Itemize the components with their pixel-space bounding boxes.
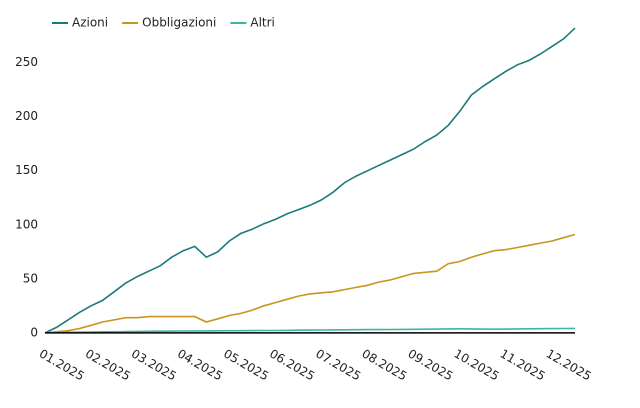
x-tick-label: 04.2025: [175, 347, 225, 384]
x-tick-label: 06.2025: [267, 347, 317, 384]
series-line: [44, 233, 576, 334]
x-tick-label: 11.2025: [498, 347, 548, 384]
y-tick-label: 200: [15, 109, 38, 123]
y-tick-label: 0: [30, 325, 38, 339]
x-tick-label: 02.2025: [83, 347, 133, 384]
x-tick-label: 05.2025: [221, 347, 271, 384]
x-tick-label: 09.2025: [405, 347, 455, 384]
legend-label: Obbligazioni: [142, 16, 216, 30]
series-line: [44, 27, 576, 334]
x-tick-label: 03.2025: [129, 347, 179, 384]
legend-label: Azioni: [72, 16, 108, 30]
x-tick-label: 08.2025: [359, 347, 409, 384]
x-tick-label: 01.2025: [37, 347, 87, 384]
y-tick-label: 50: [23, 271, 38, 285]
x-tick-label: 10.2025: [452, 347, 502, 384]
legend-label: Altri: [250, 16, 275, 30]
y-tick-label: 250: [15, 55, 38, 69]
y-tick-label: 150: [15, 163, 38, 177]
y-tick-label: 100: [15, 217, 38, 231]
x-tick-label: 07.2025: [313, 347, 363, 384]
series-line: [44, 327, 576, 334]
x-tick-label: 12.2025: [544, 347, 594, 384]
